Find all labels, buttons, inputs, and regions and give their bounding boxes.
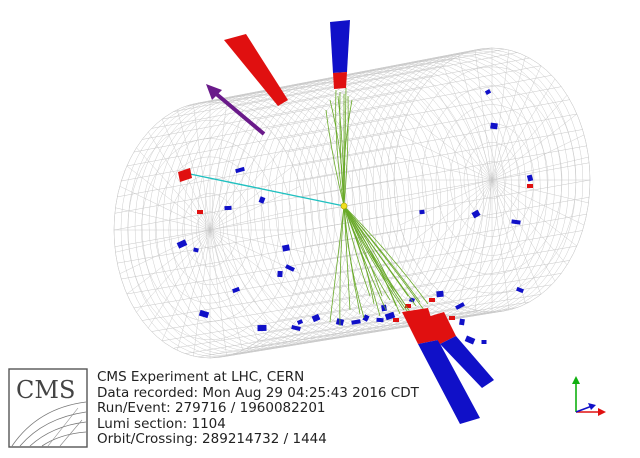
recorded-date: Data recorded: Mon Aug 29 04:25:43 2016 … <box>97 384 419 401</box>
met-arrow-shaft <box>212 90 266 136</box>
jet-tower-blue-bottom-2 <box>440 336 494 388</box>
jet-tower-blue-top-base <box>333 72 347 89</box>
primary-vertex <box>340 202 348 210</box>
jet-tower-blue-top <box>330 20 350 73</box>
electron-deposit <box>178 168 192 182</box>
jet-tower-red-bottom-2 <box>424 312 456 344</box>
event-info: CMS Experiment at LHC, CERN Data recorde… <box>97 369 427 448</box>
cms-logo: CMS <box>8 368 88 448</box>
jet-tower-red-top <box>224 34 288 106</box>
cms-logo-text: CMS <box>16 376 75 404</box>
lumi-section: Lumi section: 1104 <box>97 415 226 432</box>
tracks <box>325 87 429 327</box>
axis-triad <box>572 376 606 416</box>
jet-tower-blue-bottom <box>418 340 480 424</box>
experiment-label: CMS Experiment at LHC, CERN <box>97 369 305 385</box>
barrel-mesh <box>113 47 591 359</box>
electron-track <box>189 173 345 207</box>
run-event: Run/Event: 279716 / 1960082201 <box>97 400 326 417</box>
met-arrow-head <box>206 84 222 100</box>
orbit-crossing: Orbit/Crossing: 289214732 / 1444 <box>97 431 327 448</box>
